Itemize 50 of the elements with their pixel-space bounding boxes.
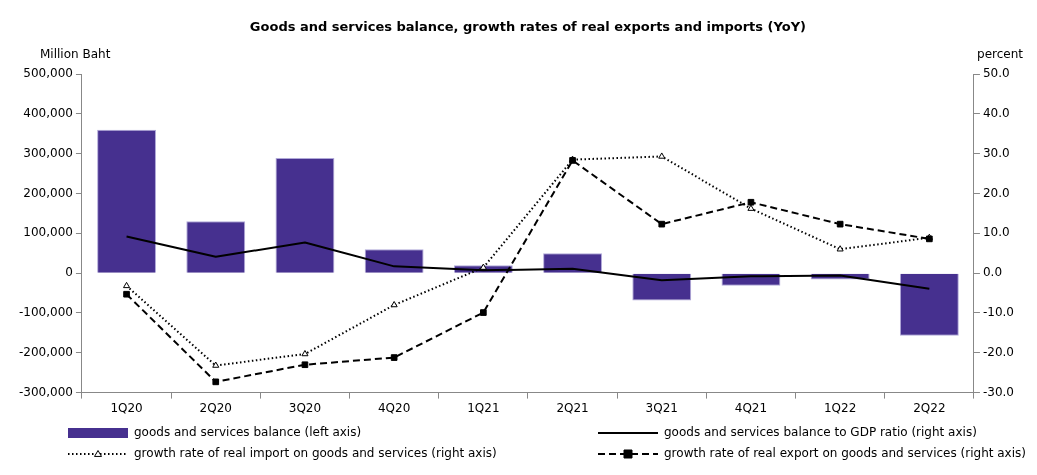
y-tick-label: 300,000 — [23, 145, 73, 160]
point — [390, 300, 398, 308]
x-tick-label: 4Q20 — [377, 400, 411, 415]
y-tick-label: -200,000 — [19, 344, 73, 359]
x-tick-label: 2Q21 — [556, 400, 589, 415]
point — [836, 220, 844, 228]
legend-label: goods and services balance to GDP ratio (right axis) — [664, 425, 977, 440]
y-tick-label: 400,000 — [23, 105, 73, 120]
legend-label: goods and services balance (left axis) — [134, 425, 362, 440]
point — [301, 361, 309, 369]
y2-tick-label: 10.0 — [982, 225, 1010, 240]
legend-label: growth rate of real export on goods and services (right axis) — [664, 446, 1026, 461]
point — [658, 152, 666, 159]
x-tick-label: 1Q21 — [467, 400, 500, 415]
y2-axis-title: percent — [977, 47, 1024, 62]
x-tick-label: 1Q22 — [823, 400, 857, 415]
x-tick-label: 2Q22 — [913, 400, 946, 415]
y-tick-label: -100,000 — [19, 305, 73, 320]
x-tick-label: 4Q21 — [734, 400, 768, 415]
x-tick-label: 2Q20 — [199, 400, 232, 415]
y-tick-label: 0 — [65, 265, 73, 280]
y2-tick-label: 40.0 — [982, 105, 1010, 120]
y2-tick-label: 0.0 — [982, 265, 1003, 280]
y-tick-label: 500,000 — [23, 66, 73, 81]
point — [747, 204, 755, 211]
point — [747, 198, 755, 206]
y2-tick-label: 50.0 — [982, 66, 1010, 81]
point — [123, 290, 130, 298]
y-tick-label: 200,000 — [23, 185, 73, 200]
point — [390, 354, 398, 361]
y2-tick-label: 30.0 — [982, 145, 1010, 160]
y-tick-label: -300,000 — [19, 384, 73, 399]
point — [658, 220, 666, 228]
point — [212, 361, 220, 368]
y-axis-title: Million Baht — [40, 47, 111, 62]
y2-tick-label: 20.0 — [982, 185, 1010, 200]
x-tick-label: 3Q21 — [645, 400, 678, 415]
point — [123, 281, 131, 289]
y-tick-label: 100,000 — [23, 225, 73, 240]
point — [301, 349, 309, 357]
x-tick-label: 3Q20 — [288, 400, 322, 415]
y2-tick-label: -10.0 — [982, 305, 1015, 320]
x-tick-label: 1Q20 — [110, 400, 143, 415]
point — [836, 245, 844, 252]
chart-title: Goods and services balance, growth rates of real exports and imports (YoY) — [249, 19, 807, 35]
y2-tick-label: -20.0 — [982, 344, 1015, 359]
y2-tick-label: -30.0 — [982, 384, 1015, 399]
point — [480, 309, 487, 316]
legend-label: growth rate of real import on goods and services (right axis) — [134, 446, 497, 461]
point — [212, 378, 220, 386]
